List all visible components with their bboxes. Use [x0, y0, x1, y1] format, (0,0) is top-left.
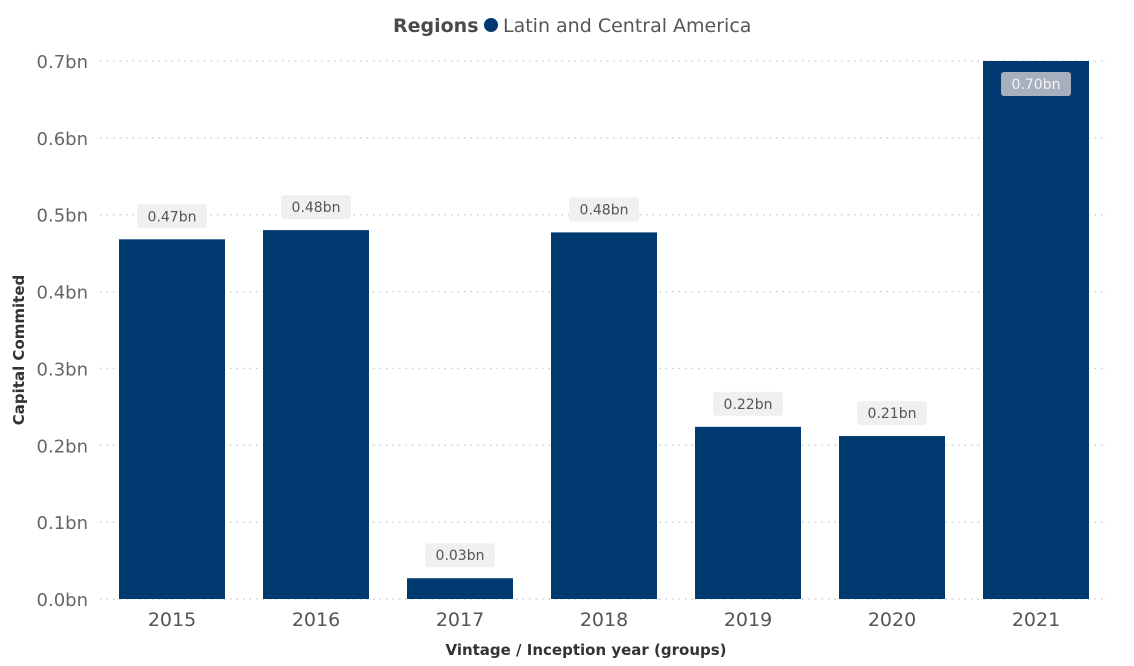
x-axis-title: Vintage / Inception year (groups) — [445, 641, 726, 659]
data-label-box — [1001, 72, 1071, 96]
data-labels: 0.47bn 0.48bn 0.03bn 0.48bn 0.22bn 0.21bn 0.70… — [137, 72, 1071, 568]
data-label: 0.70bn — [1012, 77, 1061, 93]
x-tick-label: 2015 — [148, 609, 196, 631]
x-tick-label: 2016 — [292, 609, 340, 631]
x-tick-label: 2019 — [724, 609, 772, 631]
data-label-box — [137, 204, 207, 229]
y-tick-label: 0.1bn — [37, 513, 88, 534]
data-label-box — [713, 391, 783, 416]
y-tick-label: 0.7bn — [37, 52, 88, 73]
x-tick-label: 2021 — [1012, 609, 1060, 631]
x-tick-label: 2017 — [436, 609, 484, 631]
y-tick-label: 0.4bn — [37, 283, 88, 304]
bar[interactable] — [263, 230, 369, 600]
bar[interactable] — [119, 239, 225, 599]
y-axis: 0.0bn 0.1bn 0.2bn 0.3bn 0.4bn 0.5bn 0.6bn 0.7bn — [37, 52, 88, 611]
data-label: 0.47bn — [148, 209, 197, 225]
bars — [119, 61, 1089, 600]
y-tick-label: 0.3bn — [37, 359, 88, 380]
legend: Regions Latin and Central America — [393, 15, 751, 37]
y-tick-label: 0.2bn — [37, 436, 88, 457]
x-tick-label: 2020 — [868, 609, 916, 631]
y-axis-title: Capital Commited — [10, 275, 28, 425]
data-label: 0.03bn — [436, 548, 485, 564]
data-label: 0.48bn — [292, 200, 341, 216]
bar[interactable] — [695, 426, 801, 599]
bar[interactable] — [839, 436, 945, 599]
data-label-box — [569, 197, 639, 222]
data-label: 0.21bn — [868, 406, 917, 422]
y-tick-label: 0.5bn — [37, 206, 88, 227]
data-label-box — [425, 543, 495, 568]
legend-title: Regions — [393, 15, 479, 37]
y-tick-label: 0.6bn — [37, 129, 88, 150]
y-tick-label: 0.0bn — [37, 590, 88, 611]
data-label-box — [281, 195, 351, 220]
x-axis: 2015 2016 2017 2018 2019 2020 2021 — [148, 609, 1060, 631]
bar[interactable] — [983, 61, 1089, 599]
data-label: 0.48bn — [580, 202, 629, 218]
legend-item-label: Latin and Central America — [503, 15, 751, 37]
x-tick-label: 2018 — [580, 609, 628, 631]
bar[interactable] — [551, 232, 657, 600]
data-label: 0.22bn — [724, 397, 773, 413]
data-label-box — [857, 401, 927, 426]
legend-marker-icon — [484, 18, 498, 32]
bar[interactable] — [407, 578, 513, 599]
